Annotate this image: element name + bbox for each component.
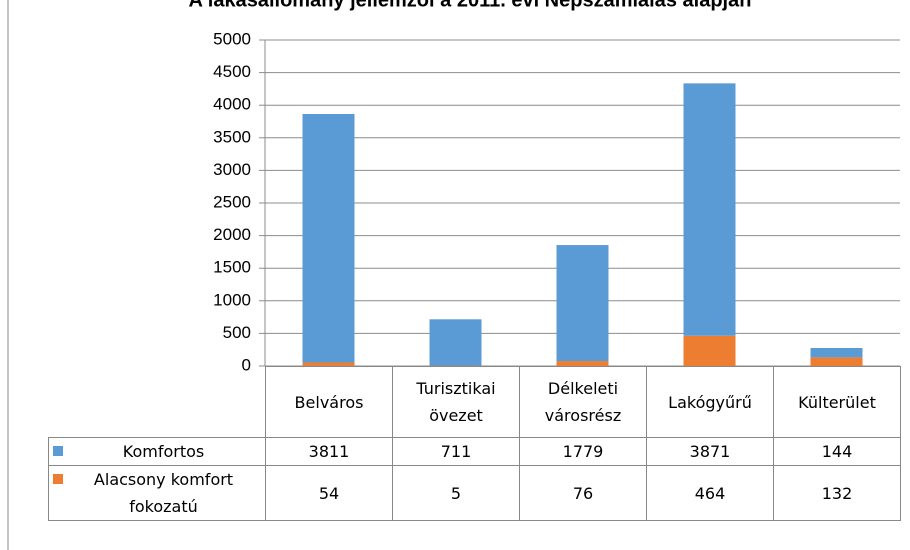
- data-label: 144: [773, 437, 901, 466]
- blank-cell: [49, 367, 266, 438]
- legend-cell: Alacsony komfort fokozatú: [48, 465, 266, 521]
- legend-cell: Komfortos: [48, 437, 266, 466]
- data-label: 5: [392, 465, 520, 521]
- data-label: 3871: [646, 437, 774, 466]
- data-label: 464: [646, 465, 774, 521]
- data-label: 132: [773, 465, 901, 521]
- x-tick-label: Lakógyűrű: [646, 366, 774, 438]
- bar: [556, 361, 609, 366]
- y-tick-label: 1500: [213, 258, 251, 277]
- x-tick-label: Délkeleti városrész: [519, 366, 647, 438]
- y-tick-label: 4500: [213, 62, 251, 81]
- series-row: Komfortos 3811 711 1779 3871 144: [48, 437, 901, 466]
- data-label: 3811: [265, 437, 393, 466]
- legend-swatch: [53, 474, 63, 484]
- bar: [302, 114, 355, 363]
- bar: [429, 319, 482, 366]
- data-label: 54: [265, 465, 393, 521]
- bar: [556, 245, 609, 362]
- bar: [683, 335, 736, 366]
- y-tick-label: 2500: [213, 192, 251, 211]
- bar: [683, 83, 736, 336]
- x-tick-label: Turisztikai övezet: [392, 366, 520, 438]
- y-tick-label: 5000: [213, 29, 251, 48]
- y-tick-label: 1000: [213, 290, 251, 309]
- y-tick-label: 4000: [213, 95, 251, 114]
- bar: [810, 357, 863, 366]
- x-tick-label: Külterület: [773, 366, 901, 438]
- category-row: Belváros Turisztikai övezet Délkeleti váro…: [49, 366, 901, 438]
- data-label: 711: [392, 437, 520, 466]
- data-table: Belváros Turisztikai övezet Délkeleti váro…: [48, 366, 901, 521]
- legend-entry: Komfortos: [53, 438, 261, 465]
- legend-swatch: [53, 446, 63, 456]
- legend-label: Alacsony komfort fokozatú: [93, 470, 234, 516]
- y-tick-label: 500: [223, 323, 251, 342]
- bar: [302, 362, 355, 366]
- data-label: 1779: [519, 437, 647, 466]
- y-tick-label: 3500: [213, 127, 251, 146]
- x-tick-label: Belváros: [265, 366, 393, 438]
- legend-label: Komfortos: [122, 442, 205, 461]
- y-tick-label: 0: [242, 355, 251, 374]
- series-row: Alacsony komfort fokozatú 54 5 76 464 132: [48, 465, 901, 521]
- bar: [810, 348, 863, 358]
- data-label: 76: [519, 465, 647, 521]
- chart-title: A lakásállomány jellemzői a 2011. évi Né…: [189, 0, 752, 11]
- y-tick-label: 3000: [213, 160, 251, 179]
- legend-entry: Alacsony komfort fokozatú: [53, 466, 261, 520]
- y-tick-label: 2000: [213, 225, 251, 244]
- table-body: Belváros Turisztikai övezet Délkeleti váro…: [48, 366, 901, 521]
